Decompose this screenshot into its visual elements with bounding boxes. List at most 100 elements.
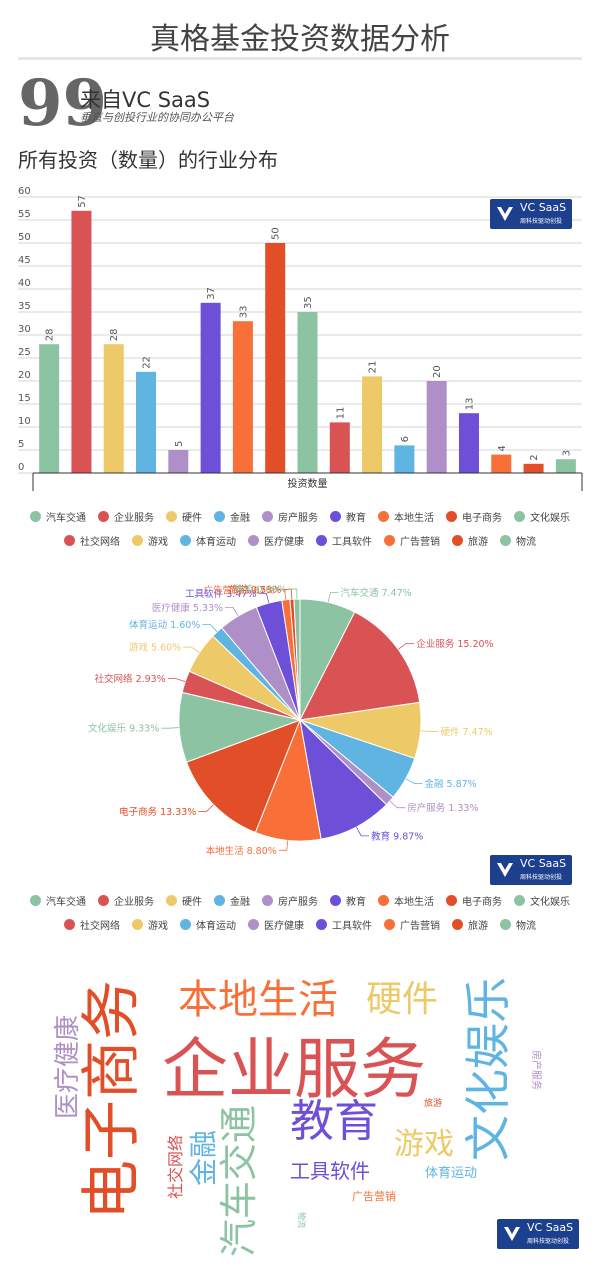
vc-saas-badge: VC SaaS 周科技驱动创投 — [497, 1219, 579, 1249]
legend-item[interactable]: 游戏 — [132, 531, 168, 555]
legend-item[interactable]: 物流 — [500, 915, 536, 939]
word-cloud-word: 教育 — [290, 1096, 378, 1147]
legend-label: 医疗健康 — [264, 921, 304, 932]
pie-slice-label: 旅游 0.53% — [229, 584, 281, 596]
legend-item[interactable]: 广告营销 — [384, 915, 440, 939]
bar-value-label: 35 — [303, 296, 314, 309]
bar-value-label: 13 — [464, 397, 475, 410]
pie-leader-line — [356, 826, 370, 837]
legend-marker-icon — [180, 919, 191, 930]
legend-item[interactable]: 工具软件 — [316, 915, 372, 939]
badge-text: VC SaaS — [520, 857, 567, 870]
bar-value-label: 28 — [109, 328, 120, 341]
legend-item[interactable]: 医疗健康 — [248, 915, 304, 939]
legend-item[interactable]: 电子商务 — [446, 507, 502, 531]
badge-text: VC SaaS — [520, 201, 567, 214]
badge-text: VC SaaS — [527, 1221, 574, 1234]
legend-marker-icon — [514, 511, 525, 522]
legend-marker-icon — [514, 895, 525, 906]
legend-item[interactable]: 工具软件 — [316, 531, 372, 555]
legend-item[interactable]: 电子商务 — [446, 891, 502, 915]
legend-item[interactable]: 本地生活 — [378, 507, 434, 531]
legend-label: 医疗健康 — [264, 537, 304, 548]
legend-item[interactable]: 文化娱乐 — [514, 507, 570, 531]
legend-label: 体育运动 — [196, 537, 236, 548]
pie-slice-label: 本地生活 8.80% — [206, 845, 277, 857]
pie-leader-line — [397, 643, 415, 650]
y-tick-label: 50 — [18, 232, 31, 243]
y-tick-label: 40 — [18, 278, 31, 289]
legend-marker-icon — [500, 919, 511, 930]
legend-marker-icon — [262, 895, 273, 906]
legend-label: 本地生活 — [394, 513, 434, 524]
bar — [200, 302, 221, 473]
legend-item[interactable]: 旅游 — [452, 915, 488, 939]
legend-item[interactable]: 医疗健康 — [248, 531, 304, 555]
word-cloud-word: 房产服务 — [530, 1050, 541, 1090]
bar-value-label: 6 — [400, 436, 411, 442]
legend-item[interactable]: 物流 — [500, 531, 536, 555]
legend-marker-icon — [316, 919, 327, 930]
legend-item[interactable]: 文化娱乐 — [514, 891, 570, 915]
legend-label: 游戏 — [148, 921, 168, 932]
legend-marker-icon — [378, 895, 389, 906]
bar-value-label: 57 — [77, 195, 88, 208]
word-cloud-word: 社交网络 — [166, 1134, 186, 1200]
bar-value-label: 2 — [529, 454, 540, 460]
legend-label: 电子商务 — [462, 897, 502, 908]
legend-marker-icon — [446, 895, 457, 906]
legend-item[interactable]: 金融 — [214, 507, 250, 531]
pie-slice-label: 汽车交通 7.47% — [340, 587, 411, 599]
legend-marker-icon — [64, 535, 75, 546]
legend-item[interactable]: 企业服务 — [98, 891, 154, 915]
legend-marker-icon — [248, 919, 259, 930]
legend-item[interactable]: 硬件 — [166, 891, 202, 915]
pie-leader-line — [420, 730, 439, 732]
legend-item[interactable]: 体育运动 — [180, 915, 236, 939]
pie-slice-label: 工具软件 3.47% — [185, 588, 256, 600]
legend-marker-icon — [166, 511, 177, 522]
legend-label: 体育运动 — [196, 921, 236, 932]
legend-item[interactable]: 旅游 — [452, 531, 488, 555]
legend-label: 企业服务 — [114, 513, 154, 524]
legend-item[interactable]: 房产服务 — [262, 891, 318, 915]
word-cloud: 企业服务 电子商务 文化娱乐 本地生活 硬件 教育 汽车交通 医疗健康 游戏 金融 工具软件 社交网络… — [0, 940, 600, 1260]
vc-saas-logo-icon — [497, 863, 513, 877]
vc-saas-logo-icon — [504, 1227, 520, 1241]
legend-item[interactable]: 游戏 — [132, 915, 168, 939]
legend-item[interactable]: 硬件 — [166, 507, 202, 531]
legend-label: 硬件 — [182, 897, 202, 908]
legend-item[interactable]: 社交网络 — [64, 531, 120, 555]
legend-item[interactable]: 汽车交通 — [30, 891, 86, 915]
legend-item[interactable]: 广告营销 — [384, 531, 440, 555]
legend-marker-icon — [384, 535, 395, 546]
pie-leader-line — [405, 778, 423, 785]
title-divider — [18, 57, 582, 60]
legend-item[interactable]: 本地生活 — [378, 891, 434, 915]
legend-item[interactable]: 体育运动 — [180, 531, 236, 555]
legend-item[interactable]: 汽车交通 — [30, 507, 86, 531]
legend-row: 汽车交通 企业服务 硬件 金融 房产服务 教育 本地生活 电子商务 文化娱乐 — [20, 507, 580, 531]
badge-subtext: 周科技驱动创投 — [520, 218, 563, 225]
bar-value-label: 5 — [174, 441, 185, 447]
legend-item[interactable]: 社交网络 — [64, 915, 120, 939]
legend-item[interactable]: 房产服务 — [262, 507, 318, 531]
y-tick-label: 15 — [18, 393, 31, 404]
y-tick-label: 0 — [18, 462, 24, 473]
bar — [232, 321, 253, 473]
legend-label: 文化娱乐 — [530, 897, 570, 908]
legend-item[interactable]: 金融 — [214, 891, 250, 915]
legend-marker-icon — [452, 535, 463, 546]
pie-leader-line — [389, 800, 406, 809]
legend-item[interactable]: 教育 — [330, 891, 366, 915]
legend-marker-icon — [132, 919, 143, 930]
legend-label: 房产服务 — [278, 513, 318, 524]
bar — [71, 210, 92, 474]
legend-item[interactable]: 教育 — [330, 507, 366, 531]
pie-leader-line — [183, 646, 200, 653]
legend-label: 汽车交通 — [46, 897, 86, 908]
legend-item[interactable]: 企业服务 — [98, 507, 154, 531]
bar — [103, 344, 124, 473]
pie-slice-label: 文化娱乐 9.33% — [88, 723, 159, 735]
pie-slice-label: 物流 0.80% — [235, 584, 287, 596]
